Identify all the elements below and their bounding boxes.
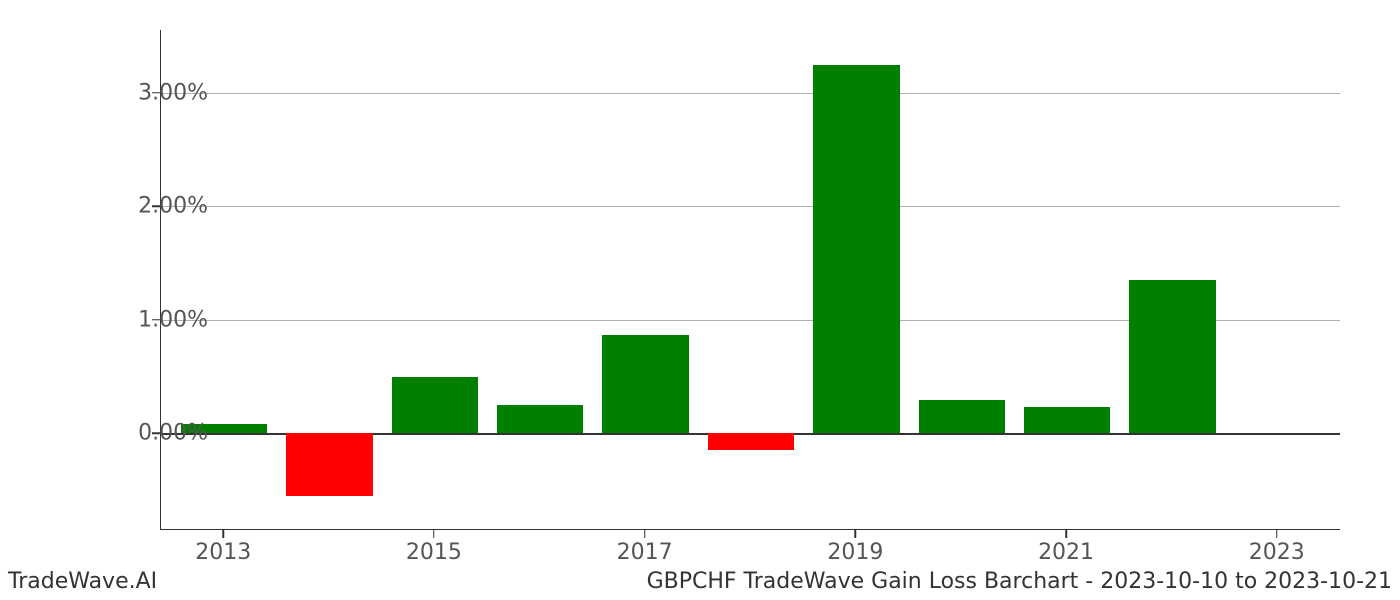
- bar-2021: [1024, 407, 1110, 433]
- gridline: [161, 93, 1340, 94]
- x-tick-label: 2013: [195, 540, 251, 565]
- chart-plot-area: [160, 30, 1340, 530]
- x-tick-label: 2019: [827, 540, 883, 565]
- gridline: [161, 206, 1340, 207]
- x-tick-mark: [222, 530, 224, 538]
- x-tick-mark: [1276, 530, 1278, 538]
- y-tick-label: 1.00%: [78, 307, 208, 332]
- y-tick-label: 2.00%: [78, 194, 208, 219]
- bar-2018: [708, 433, 794, 450]
- bars-layer: [161, 30, 1340, 529]
- y-tick-mark: [152, 319, 160, 321]
- x-tick-label: 2021: [1038, 540, 1094, 565]
- bar-2022: [1129, 280, 1215, 433]
- y-tick-mark: [152, 92, 160, 94]
- bar-2017: [602, 335, 688, 434]
- bar-2014: [286, 433, 372, 496]
- x-tick-mark: [644, 530, 646, 538]
- x-tick-mark: [1065, 530, 1067, 538]
- bar-2015: [392, 377, 478, 434]
- y-tick-label: 3.00%: [78, 80, 208, 105]
- footer-brand: TradeWave.AI: [8, 569, 157, 594]
- x-tick-mark: [855, 530, 857, 538]
- bar-2016: [497, 405, 583, 433]
- x-tick-label: 2015: [406, 540, 462, 565]
- y-tick-mark: [152, 205, 160, 207]
- x-tick-label: 2023: [1249, 540, 1305, 565]
- bar-2020: [919, 400, 1005, 433]
- y-tick-label: 0.00%: [78, 421, 208, 446]
- bar-2019: [813, 65, 899, 433]
- x-tick-label: 2017: [617, 540, 673, 565]
- y-tick-mark: [152, 433, 160, 435]
- x-tick-mark: [433, 530, 435, 538]
- footer-caption: GBPCHF TradeWave Gain Loss Barchart - 20…: [647, 569, 1392, 594]
